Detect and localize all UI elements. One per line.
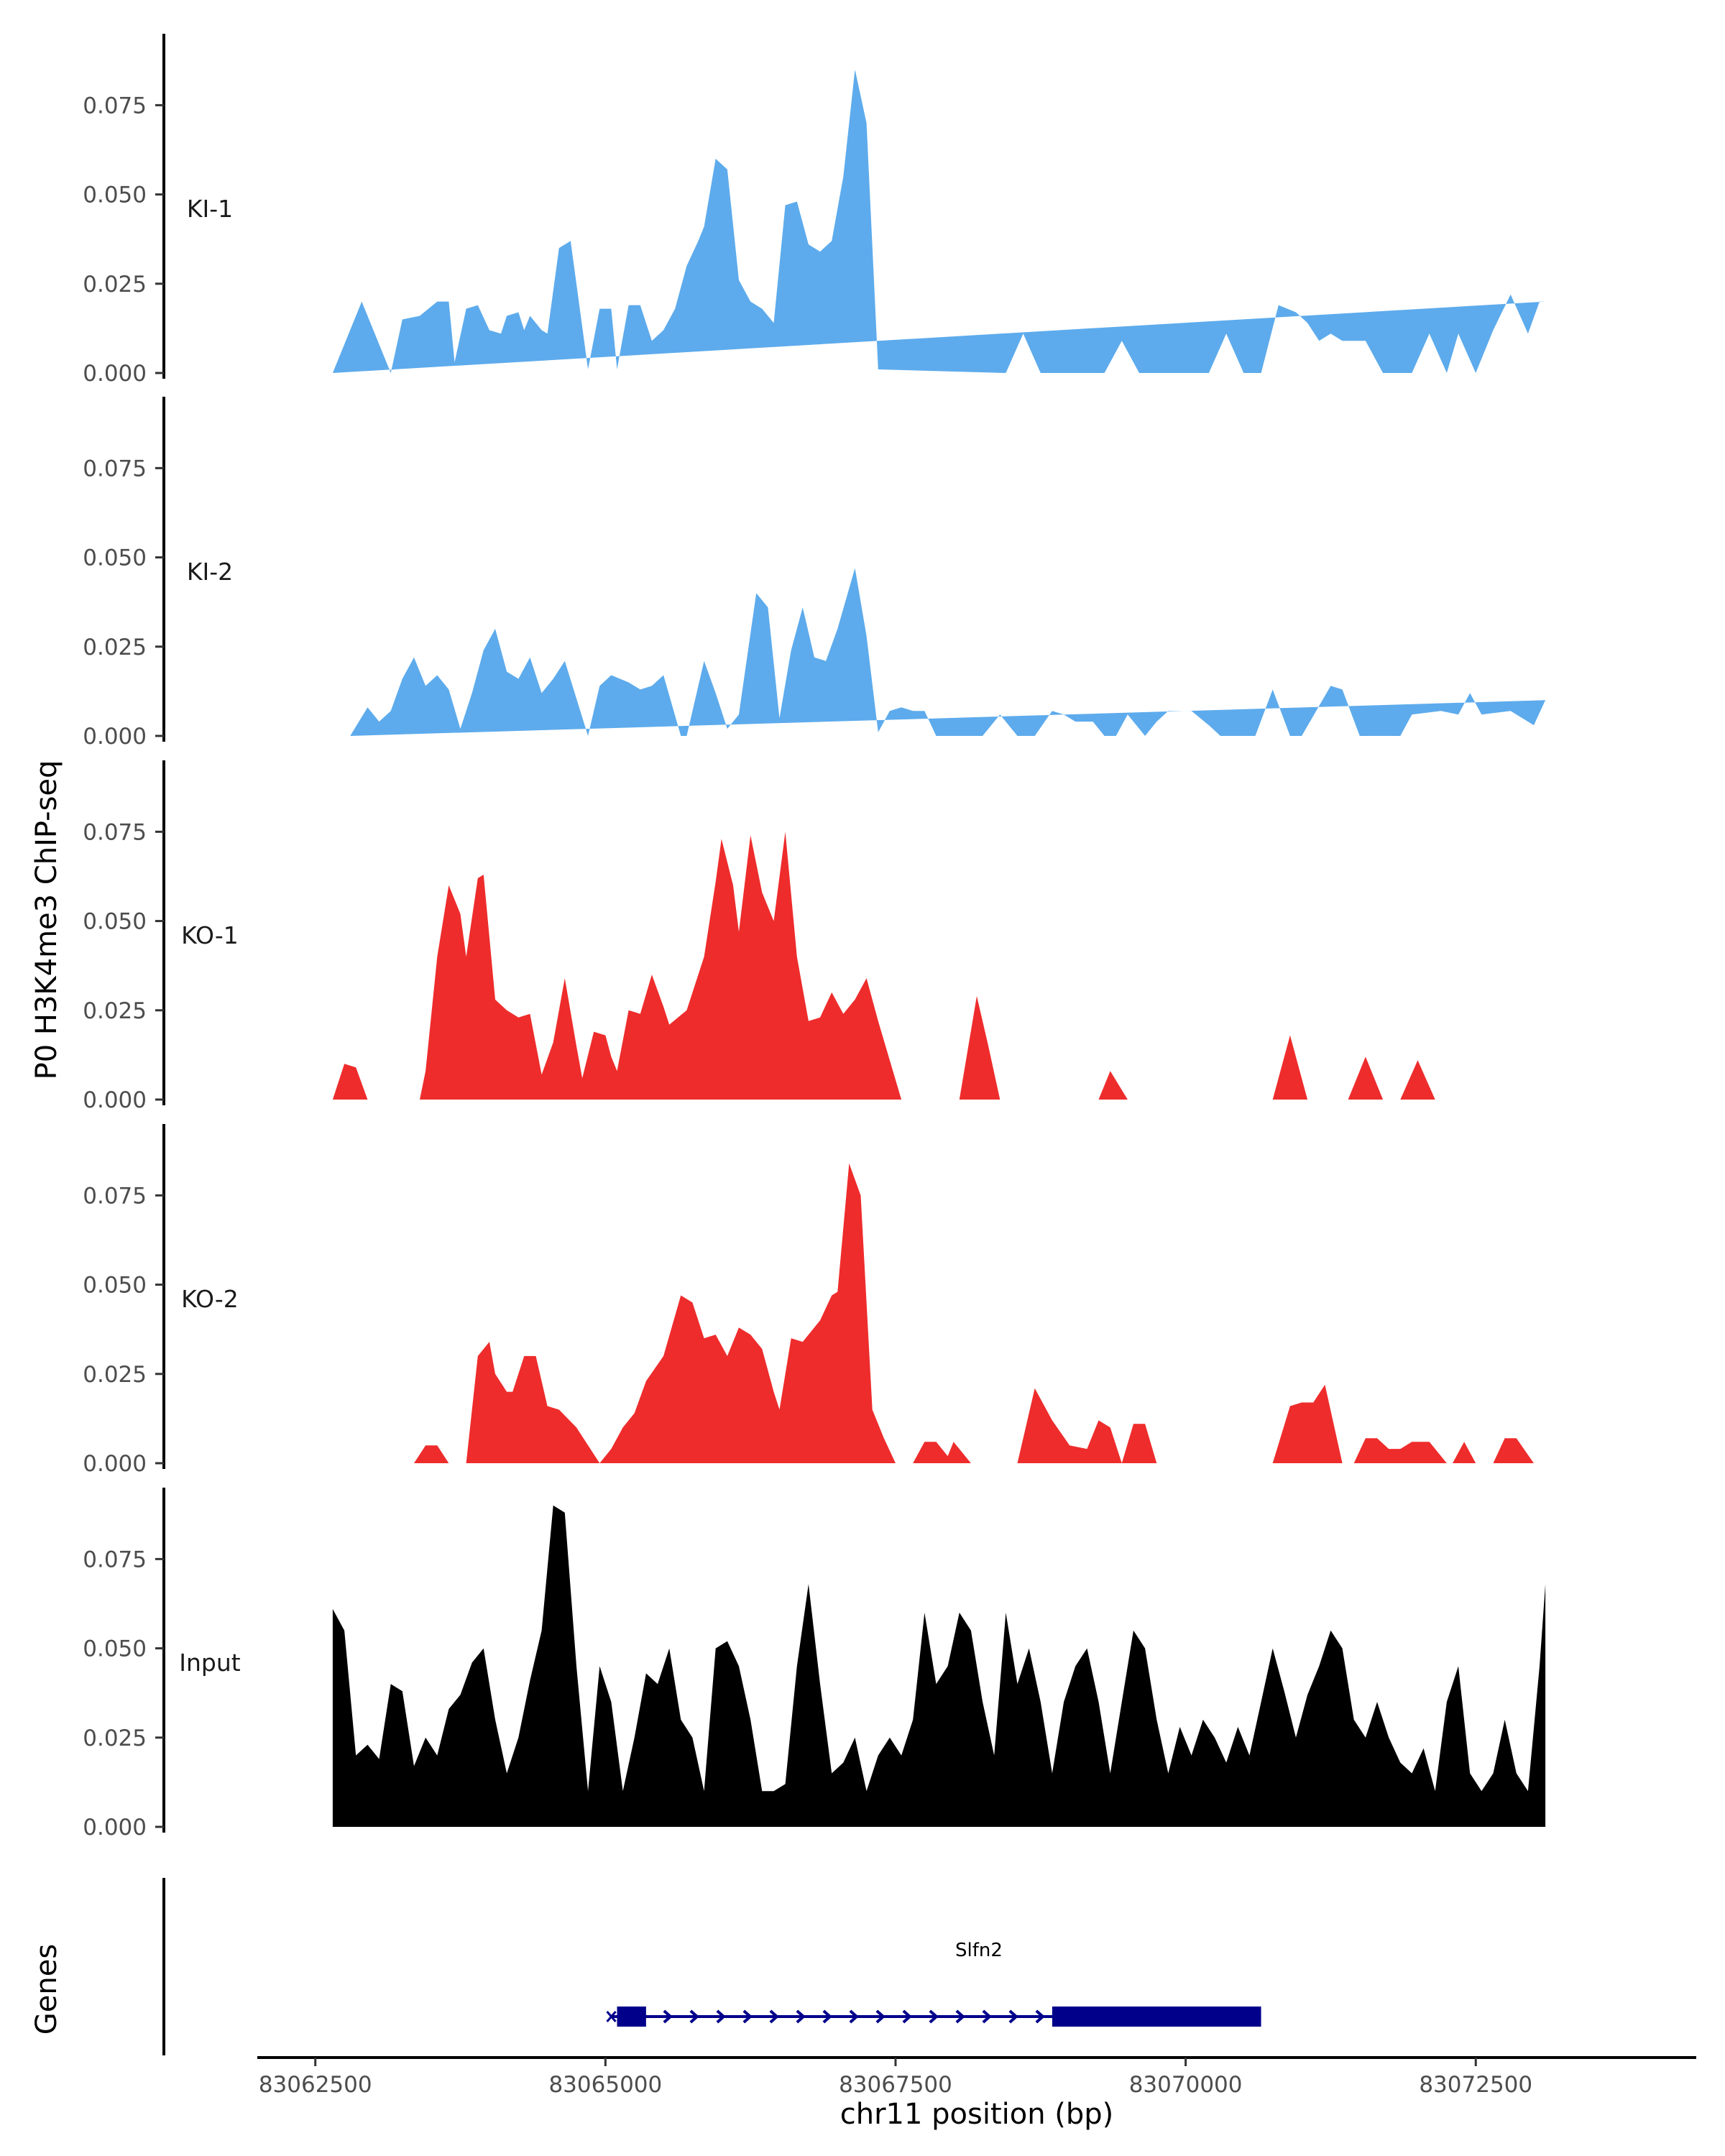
strand-arrow bbox=[663, 2009, 673, 2024]
x-tick-label: 83062500 bbox=[259, 2072, 372, 2098]
track-panel-input: 0.000 0.025 0.050 0.075 Input bbox=[83, 1488, 1546, 1841]
gene-exon bbox=[617, 2007, 646, 2027]
strand-arrow bbox=[929, 2009, 939, 2024]
signal-area-ko-1 bbox=[332, 831, 1435, 1100]
track-label: Input bbox=[179, 1649, 241, 1677]
strand-arrow bbox=[1035, 2009, 1045, 2024]
y-tick-label: 0.075 bbox=[83, 1547, 147, 1572]
signal-area-ko-2 bbox=[414, 1163, 1534, 1463]
y-tick-label: 0.050 bbox=[83, 545, 147, 571]
x-axis-title: chr11 position (bp) bbox=[840, 2098, 1114, 2131]
gene-name-label: Slfn2 bbox=[955, 1940, 1003, 1961]
y-tick-label: 0.050 bbox=[83, 1636, 147, 1662]
y-tick-label: 0.075 bbox=[83, 456, 147, 482]
strand-arrow bbox=[769, 2009, 779, 2024]
strand-arrow bbox=[875, 2009, 886, 2024]
track-panel-ki-2: 0.000 0.025 0.050 0.075 KI-2 bbox=[83, 397, 1546, 750]
y-tick-label: 0.075 bbox=[83, 1183, 147, 1209]
genes-axis-title: Genes bbox=[30, 1944, 63, 2035]
x-tick-label: 83065000 bbox=[548, 2072, 662, 2098]
y-tick-label: 0.075 bbox=[83, 819, 147, 845]
y-tick-label: 0.025 bbox=[83, 1726, 147, 1751]
signal-area-ki-1 bbox=[332, 69, 1546, 373]
track-panel-ko-2: 0.000 0.025 0.050 0.075 KO-2 bbox=[83, 1124, 1534, 1477]
gene-exon bbox=[1052, 2007, 1261, 2027]
y-tick-label: 0.000 bbox=[83, 724, 147, 750]
strand-arrow bbox=[1008, 2009, 1018, 2024]
y-tick-label: 0.000 bbox=[83, 1087, 147, 1113]
x-tick-label: 83067500 bbox=[839, 2072, 952, 2098]
y-tick-label: 0.050 bbox=[83, 183, 147, 208]
track-label: KI-1 bbox=[187, 195, 233, 223]
track-label: KI-2 bbox=[187, 558, 233, 586]
strand-arrow bbox=[796, 2009, 806, 2024]
x-tick-label: 83072500 bbox=[1419, 2072, 1532, 2098]
track-label: KO-1 bbox=[181, 921, 239, 949]
gene-track: Slfn2 bbox=[162, 1878, 1261, 2055]
signal-area-ki-2 bbox=[350, 568, 1546, 736]
strand-arrow bbox=[955, 2009, 965, 2024]
y-tick-label: 0.025 bbox=[83, 272, 147, 298]
strand-arrow bbox=[982, 2009, 992, 2024]
y-tick-label: 0.000 bbox=[83, 1815, 147, 1841]
strand-arrow bbox=[902, 2009, 912, 2024]
y-tick-label: 0.075 bbox=[83, 93, 147, 119]
signal-area-input bbox=[332, 1505, 1546, 1827]
y-tick-label: 0.025 bbox=[83, 635, 147, 660]
y-tick-label: 0.050 bbox=[83, 1273, 147, 1299]
y-axis-title: P0 H3K4me3 ChIP-seq bbox=[30, 760, 63, 1080]
strand-arrow bbox=[689, 2009, 699, 2024]
x-tick-label: 83070000 bbox=[1129, 2072, 1243, 2098]
x-axis: 83062500 83065000 83067500 83070000 83072500 bbox=[257, 2056, 1696, 2098]
track-panel-ki-1: 0.000 0.025 0.050 0.075 KI-1 bbox=[83, 34, 1546, 387]
tracks-layer: 0.0000.0250.0500.075KI-10.0000.0250.0500… bbox=[83, 34, 1546, 1841]
y-tick-label: 0.000 bbox=[83, 361, 147, 387]
track-label: KO-2 bbox=[181, 1285, 239, 1313]
strand-arrow bbox=[849, 2009, 859, 2024]
y-tick-label: 0.025 bbox=[83, 998, 147, 1024]
strand-arrow bbox=[822, 2009, 832, 2024]
y-tick-label: 0.050 bbox=[83, 909, 147, 935]
gene-start-marker bbox=[606, 2011, 617, 2022]
y-tick-label: 0.025 bbox=[83, 1362, 147, 1388]
track-panel-ko-1: 0.000 0.025 0.050 0.075 KO-1 bbox=[83, 760, 1435, 1113]
strand-arrow bbox=[742, 2009, 753, 2024]
strand-arrow bbox=[716, 2009, 726, 2024]
y-tick-label: 0.000 bbox=[83, 1451, 147, 1477]
